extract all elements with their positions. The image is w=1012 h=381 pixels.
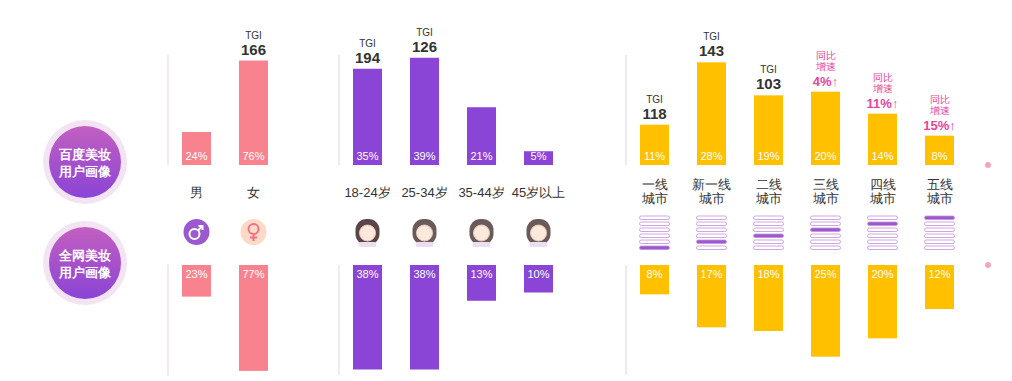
svg-text:女: 女 xyxy=(247,185,260,200)
svg-text:15%↑: 15%↑ xyxy=(923,118,956,133)
svg-text:18-24岁: 18-24岁 xyxy=(344,185,390,200)
svg-text:4%↑: 4%↑ xyxy=(813,74,838,89)
svg-text:23%: 23% xyxy=(185,268,207,280)
svg-text:男: 男 xyxy=(190,185,203,200)
svg-text:百度美妆: 百度美妆 xyxy=(58,147,111,162)
svg-text:25%: 25% xyxy=(814,268,836,280)
svg-text:五线: 五线 xyxy=(927,177,953,192)
svg-text:TGI: TGI xyxy=(245,30,262,41)
svg-text:38%: 38% xyxy=(413,268,435,280)
svg-text:143: 143 xyxy=(699,42,724,59)
svg-text:11%↑: 11%↑ xyxy=(867,96,899,111)
svg-text:城市: 城市 xyxy=(812,191,839,206)
svg-text:25-34岁: 25-34岁 xyxy=(401,185,447,200)
svg-text:三线: 三线 xyxy=(813,177,839,192)
svg-text:20%: 20% xyxy=(814,150,836,162)
svg-text:增速: 增速 xyxy=(815,61,836,72)
svg-text:14%: 14% xyxy=(871,150,893,162)
svg-text:8%: 8% xyxy=(647,268,663,280)
svg-text:5%: 5% xyxy=(531,150,547,162)
svg-text:118: 118 xyxy=(642,105,666,122)
svg-text:12%: 12% xyxy=(928,268,950,280)
svg-text:18%: 18% xyxy=(757,268,779,280)
svg-text:用户画像: 用户画像 xyxy=(58,265,112,280)
svg-text:28%: 28% xyxy=(700,150,722,162)
svg-text:11%: 11% xyxy=(644,150,665,162)
svg-text:20%: 20% xyxy=(871,268,893,280)
svg-text:39%: 39% xyxy=(413,150,435,162)
svg-text:新一线: 新一线 xyxy=(692,177,731,192)
svg-text:35-44岁: 35-44岁 xyxy=(458,185,504,200)
svg-text:城市: 城市 xyxy=(698,191,725,206)
svg-text:城市: 城市 xyxy=(869,191,896,206)
svg-text:同比: 同比 xyxy=(873,72,893,83)
svg-text:35%: 35% xyxy=(356,150,378,162)
svg-text:全网美妆: 全网美妆 xyxy=(58,248,111,263)
svg-text:13%: 13% xyxy=(470,268,492,280)
svg-text:增速: 增速 xyxy=(872,83,893,94)
svg-text:45岁以上: 45岁以上 xyxy=(512,185,565,200)
svg-text:194: 194 xyxy=(355,49,381,66)
svg-text:TGI: TGI xyxy=(703,31,720,42)
svg-text:8%: 8% xyxy=(932,150,948,162)
svg-text:TGI: TGI xyxy=(646,94,663,105)
svg-text:城市: 城市 xyxy=(926,191,953,206)
svg-text:19%: 19% xyxy=(757,150,779,162)
svg-text:21%: 21% xyxy=(470,150,492,162)
svg-text:77%: 77% xyxy=(242,268,264,280)
svg-text:TGI: TGI xyxy=(416,27,433,38)
svg-text:用户画像: 用户画像 xyxy=(58,164,112,179)
svg-text:一线: 一线 xyxy=(642,177,668,192)
svg-text:24%: 24% xyxy=(185,150,207,162)
svg-text:103: 103 xyxy=(756,75,781,92)
svg-text:二线: 二线 xyxy=(756,177,782,192)
svg-text:同比: 同比 xyxy=(816,50,836,61)
svg-text:10%: 10% xyxy=(527,268,549,280)
svg-text:城市: 城市 xyxy=(641,191,668,206)
svg-text:TGI: TGI xyxy=(359,38,376,49)
svg-text:126: 126 xyxy=(412,38,437,55)
svg-text:76%: 76% xyxy=(242,150,264,162)
svg-text:38%: 38% xyxy=(356,268,378,280)
svg-text:城市: 城市 xyxy=(755,191,782,206)
svg-text:TGI: TGI xyxy=(760,64,777,75)
svg-text:同比: 同比 xyxy=(930,94,950,105)
svg-text:增速: 增速 xyxy=(929,105,950,116)
svg-text:166: 166 xyxy=(241,41,266,58)
svg-text:四线: 四线 xyxy=(870,177,896,192)
svg-text:17%: 17% xyxy=(700,268,722,280)
